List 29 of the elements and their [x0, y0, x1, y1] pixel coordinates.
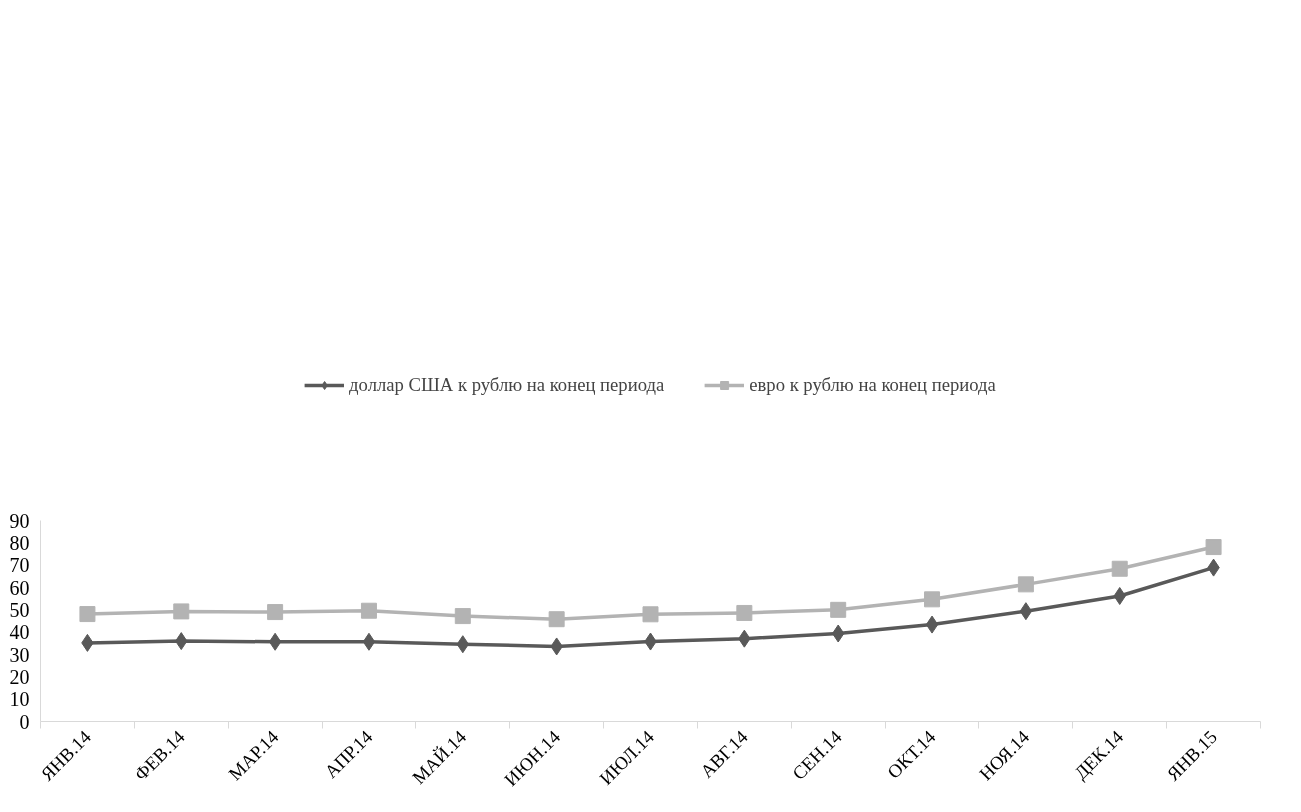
point: [1111, 560, 1128, 577]
y-tick-label: 10: [9, 688, 30, 711]
y-tick-label: 30: [9, 643, 30, 666]
legend-label: доллар США к рублю на конец периода: [349, 373, 665, 396]
y-tick-label: 60: [9, 576, 30, 599]
point: [548, 611, 565, 628]
legend-label: евро к рублю на конец периода: [749, 373, 996, 396]
point: [267, 604, 284, 621]
y-tick-label: 50: [9, 598, 30, 621]
point: [79, 606, 96, 623]
y-tick-label: 40: [9, 621, 30, 644]
point: [1019, 602, 1033, 621]
y-tick-label: 20: [9, 665, 30, 688]
y-tick-label: 80: [9, 531, 30, 554]
y-tick-label: 0: [19, 710, 30, 733]
point: [454, 608, 471, 625]
point: [1017, 576, 1034, 593]
point: [924, 591, 941, 608]
point: [1205, 539, 1222, 556]
point: [925, 615, 939, 634]
point: [736, 604, 753, 621]
y-tick-label: 70: [9, 554, 30, 577]
point: [642, 606, 659, 623]
point: [360, 602, 377, 619]
point: [173, 603, 190, 620]
point: [362, 632, 376, 651]
point: [268, 632, 282, 651]
point: [830, 601, 847, 618]
y-tick-label: 90: [9, 509, 30, 532]
